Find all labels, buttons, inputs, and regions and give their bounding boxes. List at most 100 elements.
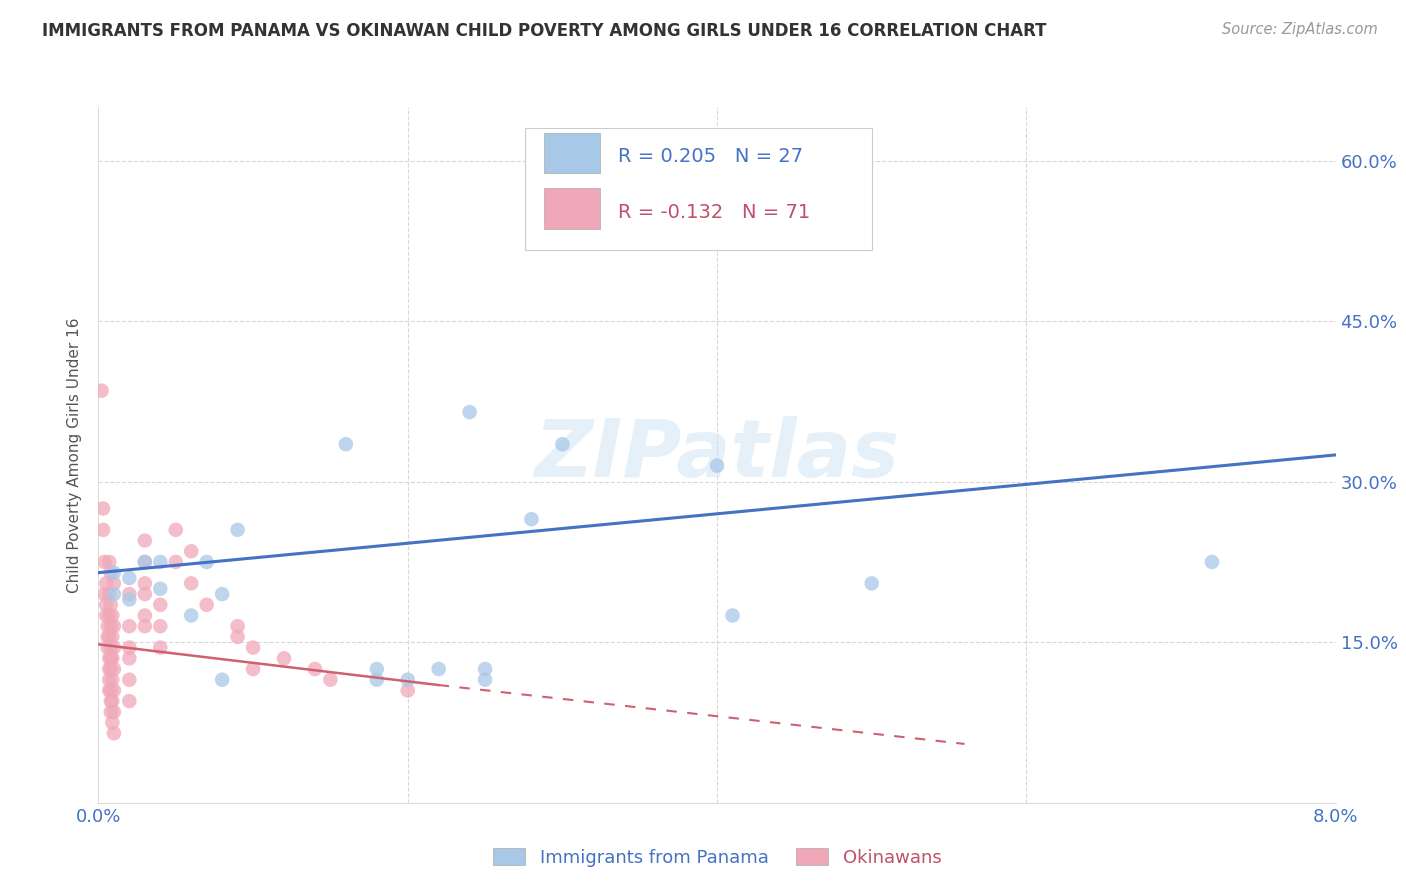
Point [474, 673, 496, 687]
Point [195, 555, 218, 569]
Point [103, 566, 125, 580]
Point [149, 582, 172, 596]
Point [319, 673, 342, 687]
Point [101, 630, 124, 644]
Point [118, 571, 141, 585]
Point [366, 662, 388, 676]
Point [101, 608, 124, 623]
Point [98, 662, 121, 676]
Point [860, 576, 883, 591]
Point [100, 705, 122, 719]
Point [195, 598, 218, 612]
Text: R = -0.132   N = 71: R = -0.132 N = 71 [619, 203, 810, 222]
Point [100, 619, 122, 633]
Point [91, 523, 114, 537]
Point [97, 630, 120, 644]
Point [149, 619, 172, 633]
Point [98, 673, 121, 687]
Point [93, 587, 115, 601]
Point [134, 533, 156, 548]
Point [134, 619, 156, 633]
Point [134, 608, 156, 623]
Point [149, 598, 172, 612]
Point [165, 523, 187, 537]
Point [118, 587, 141, 601]
Point [100, 662, 122, 676]
Point [98, 587, 121, 601]
Point [458, 405, 481, 419]
Point [165, 555, 187, 569]
Point [101, 715, 124, 730]
Point [118, 694, 141, 708]
Point [226, 619, 249, 633]
Point [100, 640, 122, 655]
Text: IMMIGRANTS FROM PANAMA VS OKINAWAN CHILD POVERTY AMONG GIRLS UNDER 16 CORRELATIO: IMMIGRANTS FROM PANAMA VS OKINAWAN CHILD… [42, 22, 1046, 40]
Point [149, 555, 172, 569]
Point [396, 673, 419, 687]
Point [96, 608, 118, 623]
Point [180, 608, 202, 623]
Point [211, 673, 233, 687]
FancyBboxPatch shape [526, 128, 872, 250]
Point [396, 683, 419, 698]
Point [103, 619, 125, 633]
Bar [544, 188, 599, 229]
Point [427, 662, 450, 676]
Point [100, 651, 122, 665]
Point [721, 608, 744, 623]
Point [706, 458, 728, 473]
Point [474, 662, 496, 676]
Point [551, 437, 574, 451]
Bar [544, 133, 599, 173]
Point [134, 576, 156, 591]
Point [100, 694, 122, 708]
Point [118, 673, 141, 687]
Point [118, 640, 141, 655]
Point [101, 694, 124, 708]
Point [226, 630, 249, 644]
Point [103, 705, 125, 719]
Point [226, 523, 249, 537]
Point [101, 651, 124, 665]
Point [366, 673, 388, 687]
Text: Source: ZipAtlas.com: Source: ZipAtlas.com [1222, 22, 1378, 37]
Point [134, 587, 156, 601]
Point [180, 576, 202, 591]
Point [103, 662, 125, 676]
Point [100, 683, 122, 698]
Point [98, 683, 121, 698]
Point [1201, 555, 1223, 569]
Point [103, 640, 125, 655]
Point [304, 662, 326, 676]
Point [180, 544, 202, 558]
Point [242, 640, 264, 655]
Point [211, 587, 233, 601]
Point [118, 619, 141, 633]
Point [98, 608, 121, 623]
Point [96, 576, 118, 591]
Point [103, 683, 125, 698]
Point [103, 726, 125, 740]
Point [273, 651, 295, 665]
Point [100, 598, 122, 612]
Point [90, 384, 112, 398]
Point [101, 673, 124, 687]
Point [134, 555, 156, 569]
Point [96, 598, 118, 612]
Point [242, 662, 264, 676]
Point [97, 619, 120, 633]
Point [118, 651, 141, 665]
Point [98, 630, 121, 644]
Point [134, 555, 156, 569]
Text: R = 0.205   N = 27: R = 0.205 N = 27 [619, 147, 803, 167]
Point [118, 592, 141, 607]
Point [149, 640, 172, 655]
Y-axis label: Child Poverty Among Girls Under 16: Child Poverty Among Girls Under 16 [67, 318, 83, 592]
Legend: Immigrants from Panama, Okinawans: Immigrants from Panama, Okinawans [485, 840, 949, 874]
Point [335, 437, 357, 451]
Point [103, 576, 125, 591]
Point [98, 651, 121, 665]
Point [520, 512, 543, 526]
Point [91, 501, 114, 516]
Point [98, 555, 121, 569]
